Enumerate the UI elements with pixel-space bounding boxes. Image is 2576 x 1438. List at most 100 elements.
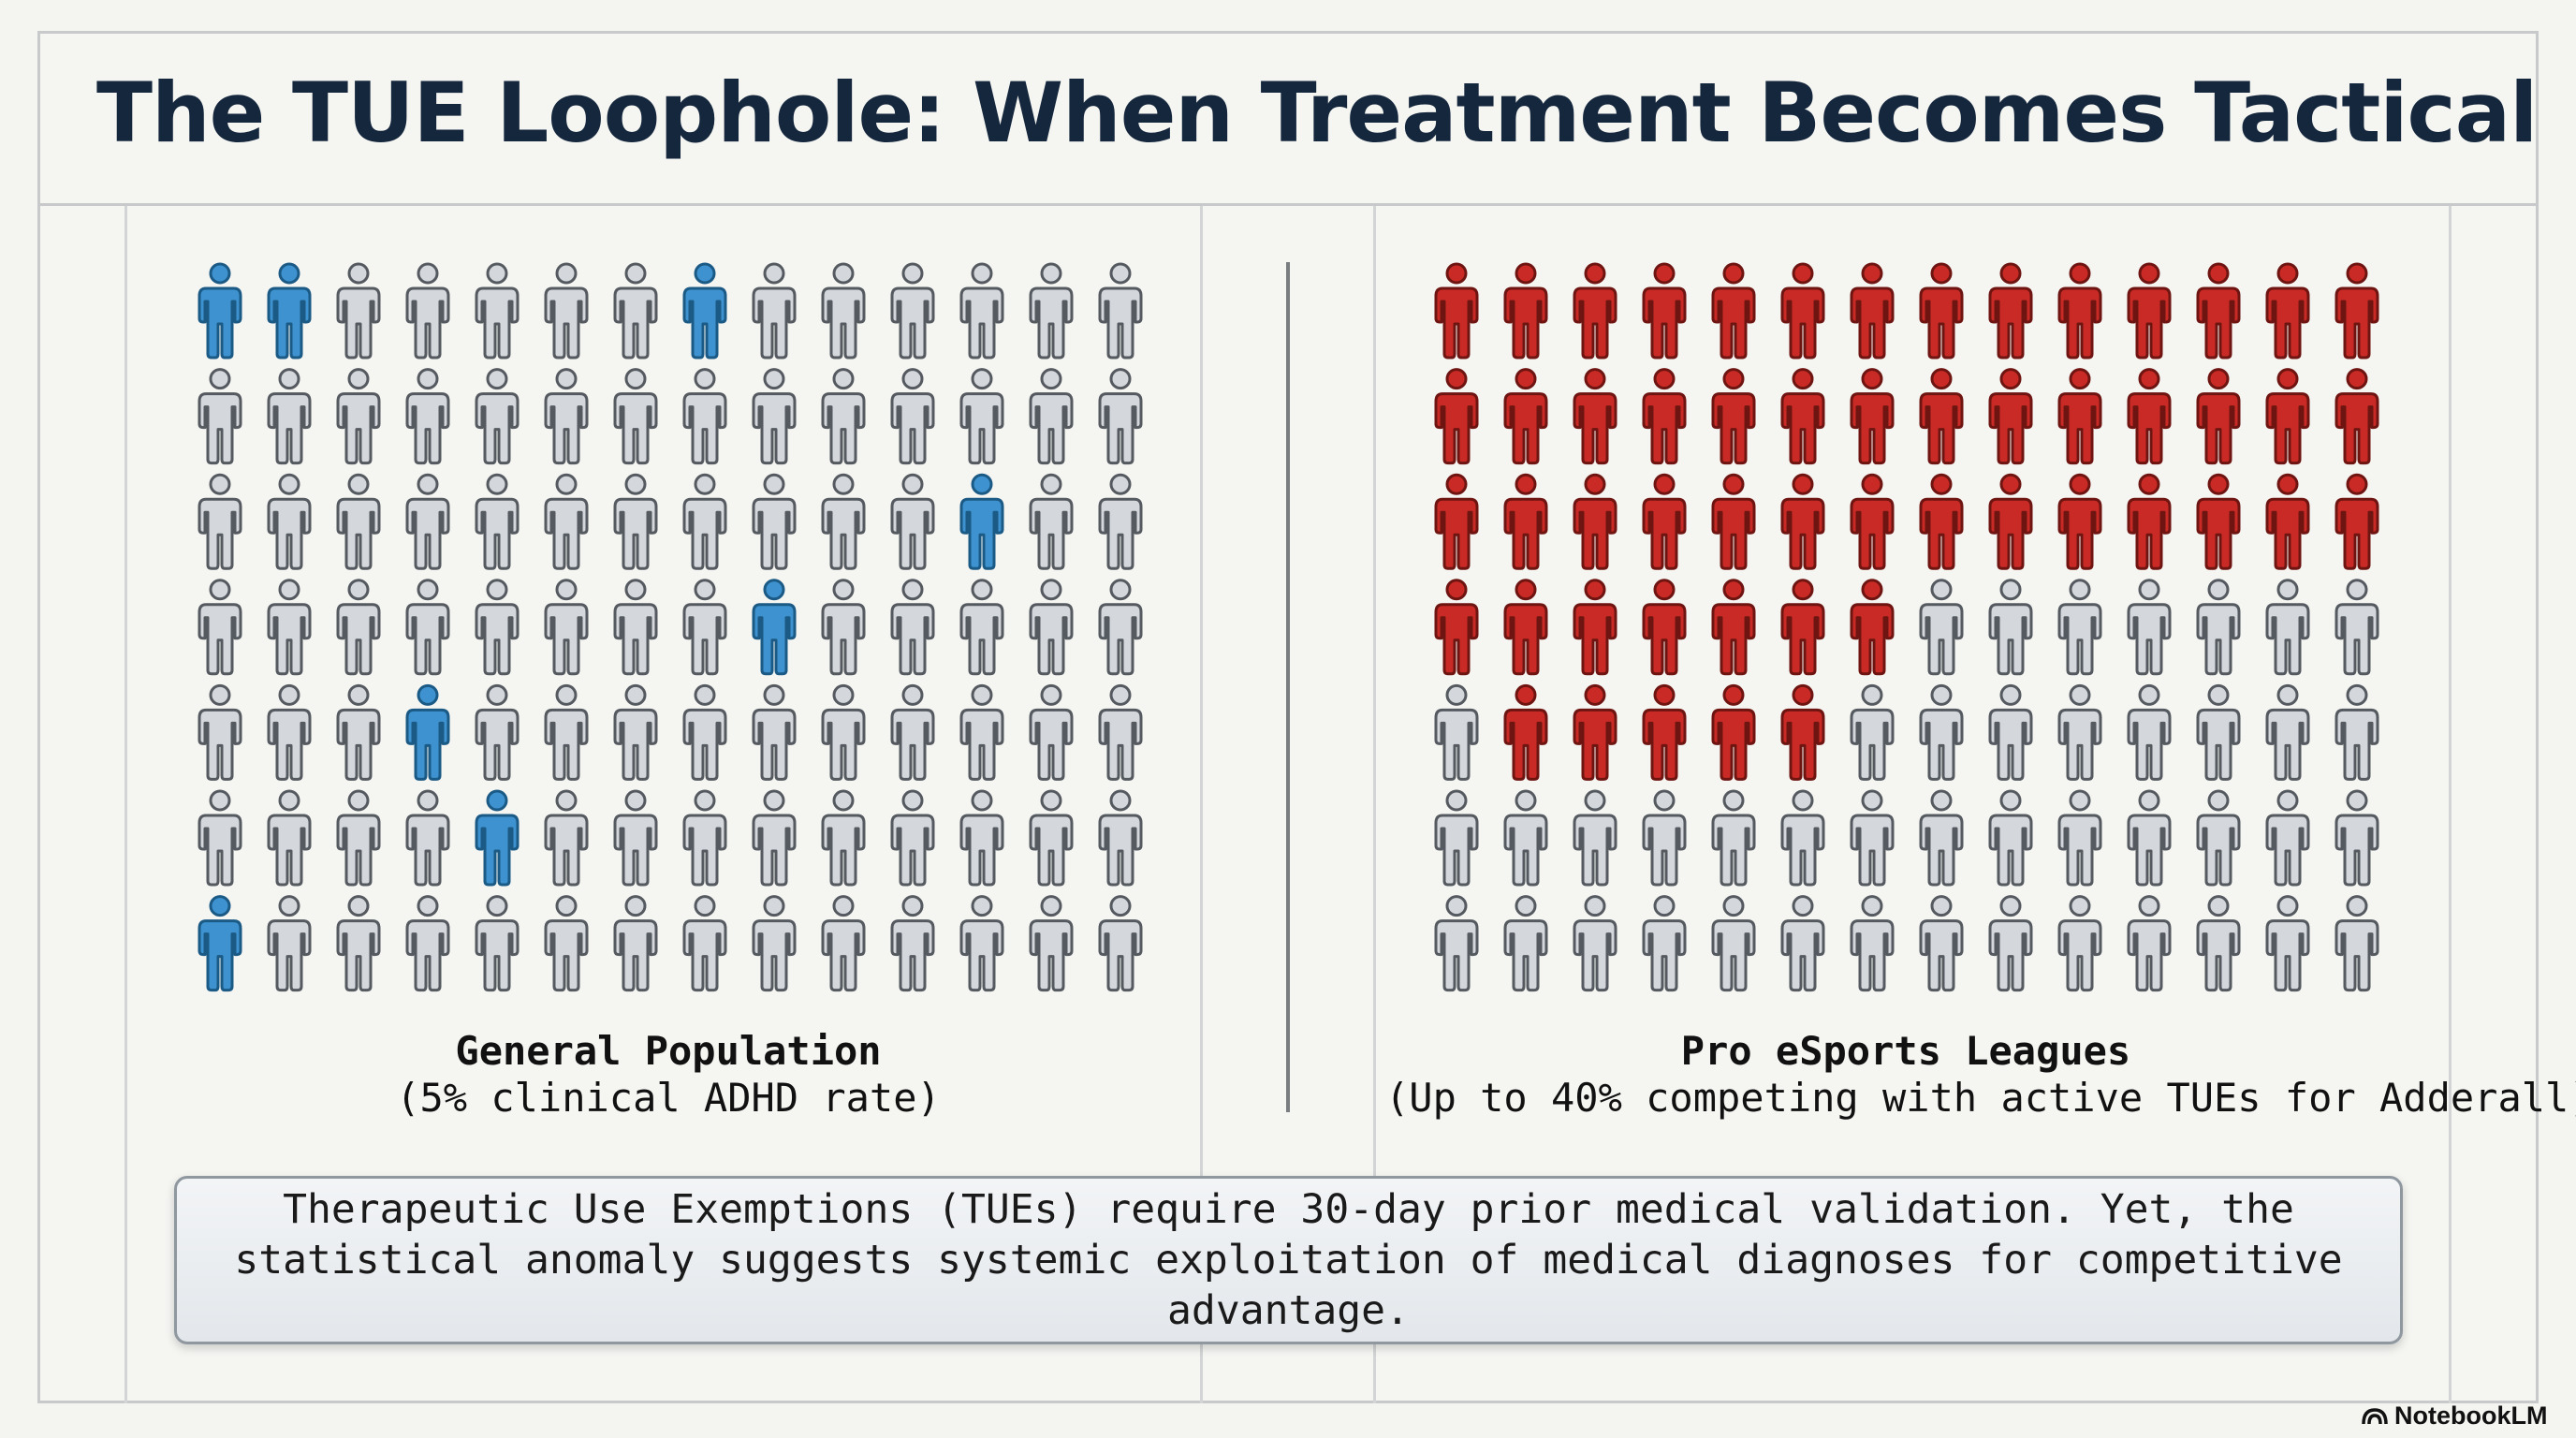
person-icon xyxy=(682,789,727,887)
person-icon xyxy=(1988,789,2033,887)
general-population-caption: General Population (5% clinical ADHD rat… xyxy=(294,1028,1043,1122)
person-icon xyxy=(959,579,1004,676)
person-icon-highlighted xyxy=(2127,262,2172,360)
person-icon xyxy=(336,368,381,465)
person-icon-highlighted xyxy=(1850,368,1895,465)
person-icon-highlighted xyxy=(267,262,312,360)
person-icon xyxy=(1098,579,1143,676)
person-icon-highlighted xyxy=(405,683,450,781)
person-icon xyxy=(405,368,450,465)
person-icon xyxy=(2127,579,2172,676)
person-icon xyxy=(1098,262,1143,360)
person-icon-highlighted xyxy=(1780,473,1825,570)
person-icon xyxy=(1780,895,1825,992)
person-icon xyxy=(475,262,520,360)
person-icon-highlighted xyxy=(752,579,797,676)
person-icon xyxy=(752,895,797,992)
esports-caption: Pro eSports Leagues (Up to 40% competing… xyxy=(1385,1028,2576,1122)
panel-border-center-right xyxy=(1373,206,1376,1403)
person-icon xyxy=(1098,895,1143,992)
person-icon-highlighted xyxy=(1711,368,1756,465)
person-icon-highlighted xyxy=(2265,473,2310,570)
person-icon xyxy=(1919,789,1964,887)
person-icon-highlighted xyxy=(1642,579,1687,676)
person-icon-highlighted xyxy=(1780,683,1825,781)
person-icon xyxy=(682,895,727,992)
person-icon-highlighted xyxy=(1711,473,1756,570)
person-icon xyxy=(198,473,242,570)
person-icon-highlighted xyxy=(1780,368,1825,465)
person-icon-highlighted xyxy=(2265,262,2310,360)
person-icon xyxy=(752,683,797,781)
person-icon-highlighted xyxy=(1434,262,1479,360)
person-icon xyxy=(1029,262,1074,360)
person-icon-highlighted xyxy=(1642,368,1687,465)
person-icon xyxy=(1711,895,1756,992)
esports-subheading: (Up to 40% competing with active TUEs fo… xyxy=(1385,1075,2576,1121)
general-population-subheading: (5% clinical ADHD rate) xyxy=(396,1075,941,1121)
person-icon xyxy=(1988,579,2033,676)
person-icon xyxy=(405,895,450,992)
person-icon xyxy=(959,262,1004,360)
person-icon xyxy=(1029,895,1074,992)
person-icon xyxy=(752,789,797,887)
person-icon-highlighted xyxy=(2057,473,2102,570)
person-icon-highlighted xyxy=(1642,262,1687,360)
person-icon xyxy=(613,262,658,360)
person-icon xyxy=(1098,473,1143,570)
person-icon-highlighted xyxy=(1988,262,2033,360)
person-icon xyxy=(405,262,450,360)
person-icon xyxy=(544,579,589,676)
general-population-grid xyxy=(198,262,1143,992)
person-icon-highlighted xyxy=(1919,368,1964,465)
page-title: The TUE Loophole: When Treatment Becomes… xyxy=(96,65,2538,161)
person-icon xyxy=(1780,789,1825,887)
person-icon xyxy=(2057,579,2102,676)
person-icon-highlighted xyxy=(1573,579,1617,676)
person-icon xyxy=(959,368,1004,465)
panel-border-left xyxy=(124,206,127,1403)
person-icon xyxy=(821,579,866,676)
person-icon xyxy=(405,789,450,887)
person-icon xyxy=(682,368,727,465)
esports-leagues-grid xyxy=(1434,262,2379,992)
person-icon xyxy=(613,368,658,465)
person-icon xyxy=(1850,789,1895,887)
person-icon xyxy=(682,579,727,676)
person-icon-highlighted xyxy=(2196,262,2241,360)
person-icon-highlighted xyxy=(1503,262,1548,360)
person-icon xyxy=(267,579,312,676)
person-icon xyxy=(821,789,866,887)
person-icon xyxy=(890,789,935,887)
person-icon xyxy=(1919,683,1964,781)
person-icon xyxy=(821,368,866,465)
person-icon xyxy=(475,579,520,676)
person-icon xyxy=(1434,683,1479,781)
person-icon xyxy=(544,368,589,465)
person-icon xyxy=(2196,579,2241,676)
person-icon xyxy=(267,895,312,992)
notebooklm-logo-icon xyxy=(2362,1408,2388,1425)
panel-divider xyxy=(1286,262,1290,1112)
person-icon xyxy=(2334,789,2379,887)
person-icon-highlighted xyxy=(682,262,727,360)
person-icon-highlighted xyxy=(1503,579,1548,676)
person-icon xyxy=(2265,895,2310,992)
person-icon xyxy=(267,789,312,887)
person-icon-highlighted xyxy=(1850,262,1895,360)
person-icon xyxy=(2057,789,2102,887)
notebooklm-brand: NotebookLM xyxy=(2361,1393,2576,1438)
person-icon xyxy=(336,579,381,676)
person-icon xyxy=(198,368,242,465)
person-icon xyxy=(267,368,312,465)
person-icon xyxy=(1988,895,2033,992)
person-icon-highlighted xyxy=(1503,368,1548,465)
person-icon xyxy=(475,683,520,781)
person-icon xyxy=(821,473,866,570)
person-icon-highlighted xyxy=(1434,368,1479,465)
person-icon xyxy=(890,368,935,465)
person-icon xyxy=(2127,683,2172,781)
person-icon-highlighted xyxy=(1919,262,1964,360)
esports-heading: Pro eSports Leagues xyxy=(1680,1028,2131,1074)
person-icon xyxy=(544,789,589,887)
